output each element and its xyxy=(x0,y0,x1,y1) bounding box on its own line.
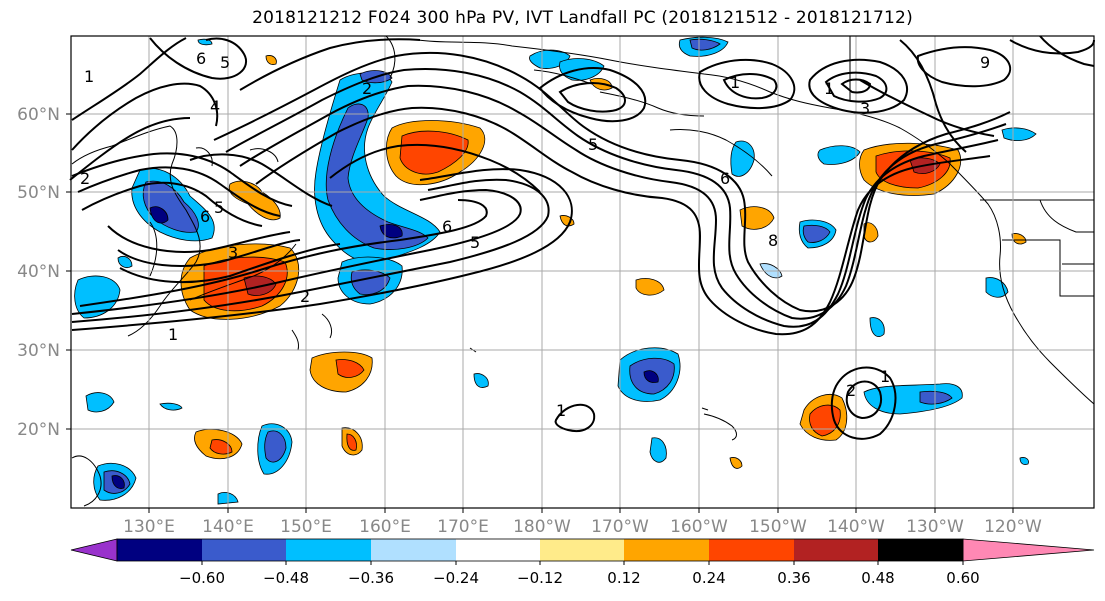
pv-contours xyxy=(69,35,1095,440)
contour-label: 3 xyxy=(860,99,870,118)
lon-label: 140°E xyxy=(202,517,254,537)
lat-label: 50°N xyxy=(17,183,60,203)
lat-label: 60°N xyxy=(17,105,60,125)
colorbar-tick-label: 0.48 xyxy=(861,569,894,587)
colorbar-bin xyxy=(794,539,879,561)
map-panel: 1 2 4 5 6 1 2 3 5 6 6 5 9 1 3 5 6 8 1 2 … xyxy=(69,35,1095,509)
contour-label: 6 xyxy=(196,49,206,68)
contour-label: 1 xyxy=(730,73,740,92)
contour-label: 1 xyxy=(824,79,834,98)
latitude-labels: 60°N 50°N 40°N 30°N 20°N xyxy=(17,105,60,440)
colorbar-ticks xyxy=(201,561,964,565)
colorbar-bin xyxy=(202,539,287,561)
colorbar-under-extension xyxy=(70,538,118,562)
lon-label: 150°E xyxy=(280,517,332,537)
lon-label: 170°E xyxy=(437,517,489,537)
colorbar-bin xyxy=(371,539,456,561)
contour-label: 6 xyxy=(200,207,210,226)
contour-label: 4 xyxy=(210,97,220,116)
colorbar-bin xyxy=(117,539,202,561)
contour-label: 5 xyxy=(588,135,598,154)
contour-label: 6 xyxy=(442,217,452,236)
contour-label: 5 xyxy=(220,53,230,72)
colorbar-tick-label: 0.60 xyxy=(946,569,979,587)
colorbar: −0.60 −0.48 −0.36 −0.24 −0.12 0.12 0.24 … xyxy=(70,538,1095,587)
lon-label: 130°E xyxy=(123,517,175,537)
lon-label: 120°W xyxy=(984,517,1042,537)
lon-label: 180°W xyxy=(513,517,571,537)
colorbar-tick-label: −0.60 xyxy=(179,569,225,587)
contour-label: 5 xyxy=(470,233,480,252)
contour-label: 1 xyxy=(556,401,566,420)
colorbar-bin xyxy=(286,539,371,561)
contour-label: 1 xyxy=(168,325,178,344)
colorbar-bin xyxy=(540,539,625,561)
map-frame xyxy=(70,35,1095,509)
lat-label: 20°N xyxy=(17,420,60,440)
colorbar-tick-label: 0.36 xyxy=(777,569,810,587)
lon-label: 160°E xyxy=(359,517,411,537)
lon-label: 160°W xyxy=(670,517,728,537)
lon-label: 130°W xyxy=(906,517,964,537)
lon-label: 150°W xyxy=(749,517,807,537)
contour-label: 8 xyxy=(768,231,778,250)
contour-label: 9 xyxy=(980,53,990,72)
colorbar-tick-label: 0.12 xyxy=(607,569,640,587)
colorbar-bin xyxy=(624,539,709,561)
colorbar-bin xyxy=(878,539,963,561)
colorbar-over-extension xyxy=(962,538,1095,562)
colorbar-bin xyxy=(456,539,541,561)
colorbar-tick-label: −0.12 xyxy=(517,569,563,587)
lat-label: 40°N xyxy=(17,262,60,282)
contour-label: 1 xyxy=(84,67,94,86)
contour-labels: 1 2 4 5 6 1 2 3 5 6 6 5 9 1 3 5 6 8 1 2 … xyxy=(80,49,990,420)
colorbar-tick-label: −0.24 xyxy=(433,569,479,587)
lon-label: 140°W xyxy=(827,517,885,537)
contour-label: 1 xyxy=(880,367,890,386)
lon-label: 170°W xyxy=(591,517,649,537)
contour-label: 2 xyxy=(362,79,372,98)
colorbar-bin xyxy=(709,539,794,561)
colorbar-tick-label: −0.48 xyxy=(263,569,309,587)
contour-label: 2 xyxy=(300,287,310,306)
contour-label: 2 xyxy=(80,169,90,188)
contour-label: 2 xyxy=(846,381,856,400)
colorbar-tick-label: 0.24 xyxy=(692,569,725,587)
contour-label: 5 xyxy=(214,198,224,217)
contour-label: 3 xyxy=(228,243,238,262)
lat-label: 30°N xyxy=(17,341,60,361)
figure-title: 2018121212 F024 300 hPa PV, IVT Landfall… xyxy=(252,8,913,28)
longitude-labels: 130°E 140°E 150°E 160°E 170°E 180°W 170°… xyxy=(123,517,1042,537)
axis-ticks xyxy=(66,113,1014,513)
contour-label: 6 xyxy=(720,169,730,188)
colorbar-tick-label: −0.36 xyxy=(348,569,394,587)
